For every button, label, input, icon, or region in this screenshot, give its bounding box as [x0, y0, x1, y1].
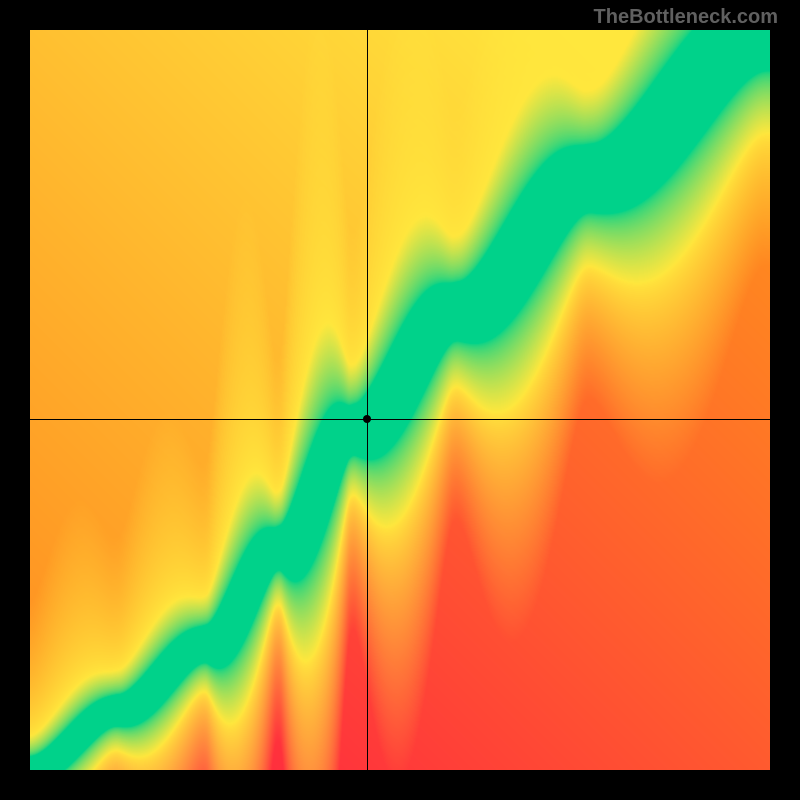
crosshair-horizontal	[30, 419, 770, 420]
heatmap-canvas	[30, 30, 770, 770]
crosshair-vertical	[367, 30, 368, 770]
data-point-marker	[363, 415, 371, 423]
watermark-text: TheBottleneck.com	[594, 6, 778, 29]
plot-area	[30, 30, 770, 770]
